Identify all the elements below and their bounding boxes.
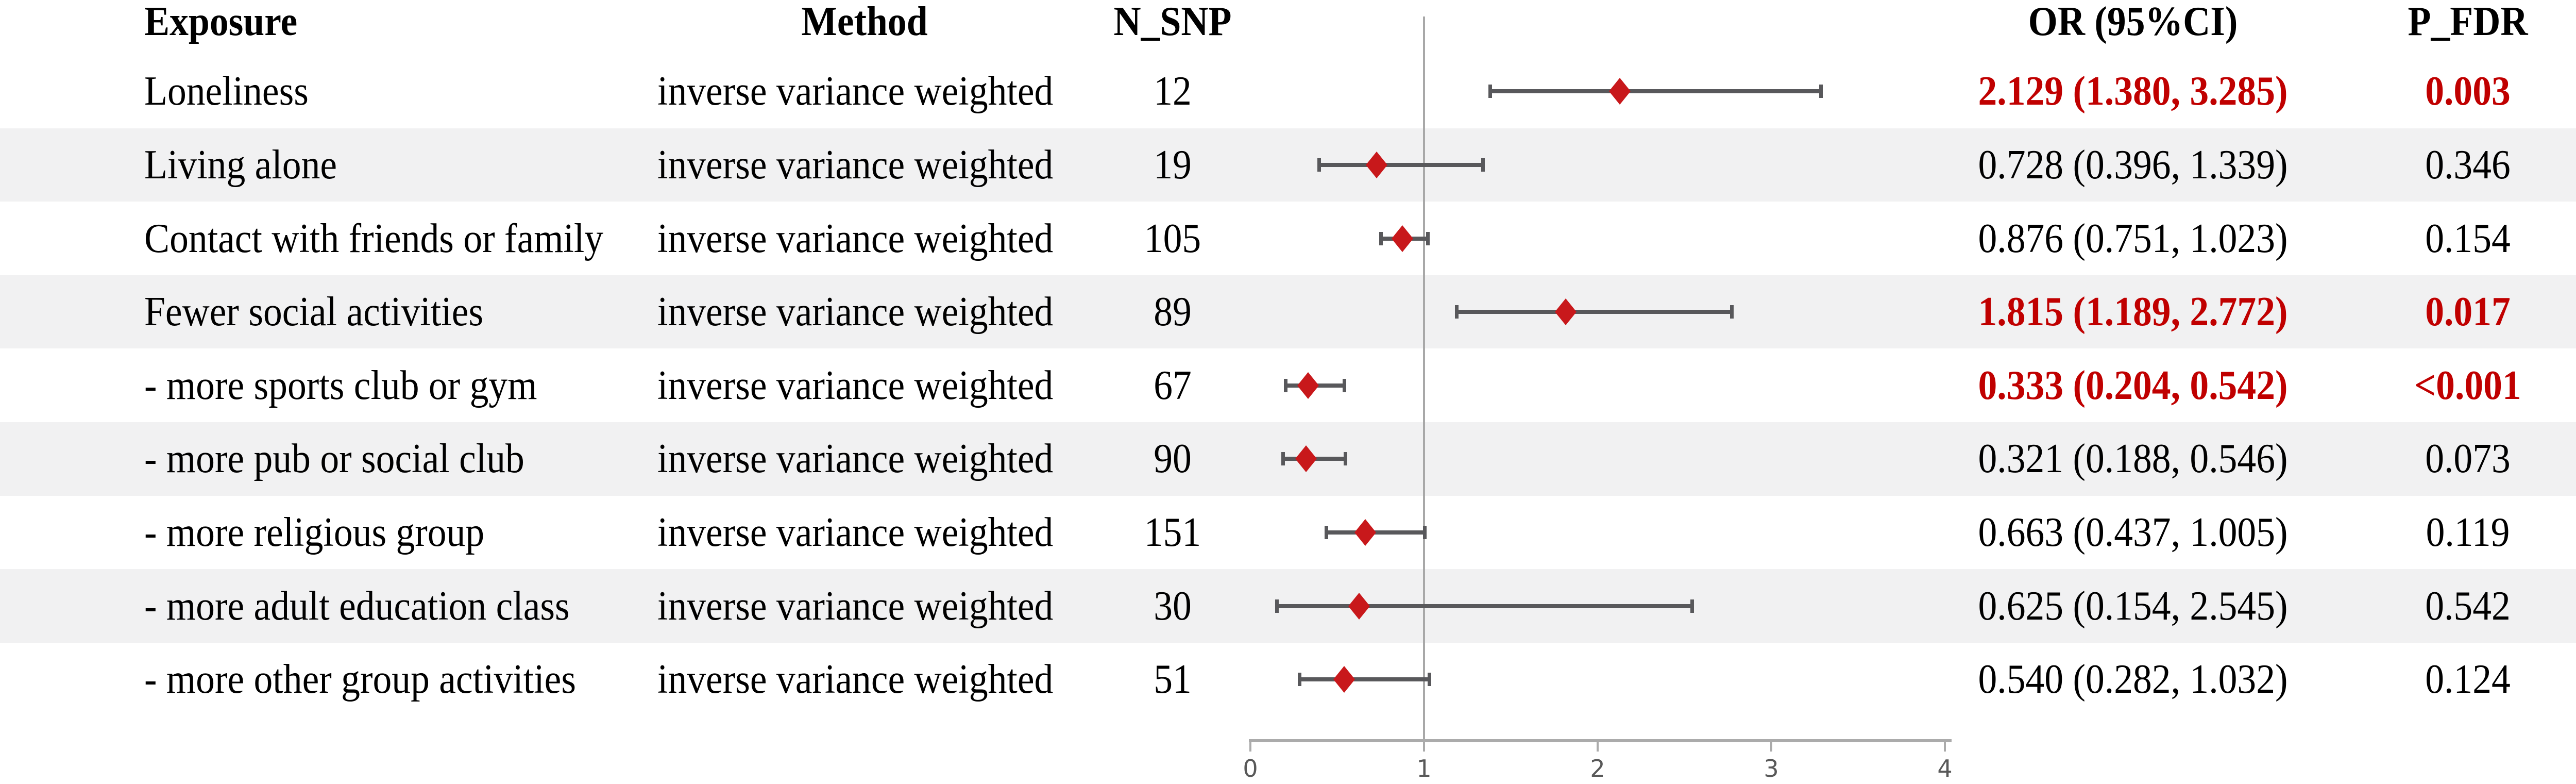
n-snp-cell: 67 [1154, 362, 1192, 408]
exposure-cell: - more religious group [144, 509, 485, 555]
or-diamond [1348, 592, 1370, 620]
exposure-cell: Contact with friends or family [144, 215, 604, 261]
or-diamond [1554, 298, 1577, 326]
p-fdr-cell: 0.154 [2425, 215, 2511, 261]
ci-cap-right [1690, 599, 1694, 613]
n-snp-cell: 105 [1144, 215, 1201, 261]
ci-cap-right [1819, 85, 1823, 98]
or-ci-cell: 0.876 (0.751, 1.023) [1978, 215, 2288, 261]
x-axis-tick-label: 1 [1416, 755, 1432, 782]
column-header-exposure: Exposure [144, 0, 298, 44]
column-header-p-fdr: P_FDR [2408, 0, 2528, 44]
x-axis-tick-label: 2 [1590, 755, 1605, 782]
x-axis-tick-label: 4 [1937, 755, 1953, 782]
exposure-cell: Loneliness [144, 69, 309, 114]
or-diamond [1333, 666, 1355, 693]
ci-cap-left [1379, 231, 1383, 245]
x-axis-tick [1597, 739, 1599, 752]
p-fdr-cell: 0.003 [2425, 69, 2511, 114]
or-ci-cell: 0.540 (0.282, 1.032) [1978, 657, 2288, 703]
p-fdr-cell: 0.346 [2425, 142, 2511, 188]
ci-bar [1319, 162, 1483, 167]
ci-cap-left [1455, 305, 1459, 319]
or-diamond [1366, 151, 1388, 178]
n-snp-cell: 90 [1154, 436, 1192, 482]
exposure-cell: - more adult education class [144, 583, 570, 629]
ci-cap-left [1324, 525, 1328, 539]
ci-cap-right [1730, 305, 1734, 319]
or-diamond [1297, 372, 1319, 399]
or-ci-cell: 1.815 (1.189, 2.772) [1978, 289, 2288, 335]
p-fdr-cell: 0.017 [2425, 289, 2511, 335]
p-fdr-cell: 0.542 [2425, 583, 2511, 629]
n-snp-cell: 151 [1144, 509, 1201, 555]
x-axis-tick-label: 3 [1764, 755, 1779, 782]
ci-cap-left [1284, 378, 1288, 392]
n-snp-cell: 30 [1154, 583, 1192, 629]
n-snp-cell: 89 [1154, 289, 1192, 335]
n-snp-cell: 12 [1154, 69, 1192, 114]
or-diamond [1609, 78, 1631, 105]
ci-cap-right [1343, 452, 1347, 466]
method-cell: inverse variance weighted [657, 583, 1054, 629]
p-fdr-cell: 0.124 [2425, 657, 2511, 703]
method-cell: inverse variance weighted [657, 215, 1054, 261]
exposure-cell: Fewer social activities [144, 289, 484, 335]
or-diamond [1354, 519, 1377, 546]
or-diamond [1392, 225, 1414, 252]
column-header-or-ci: OR (95%CI) [2028, 0, 2238, 44]
ci-bar [1456, 310, 1732, 314]
x-axis-tick [1423, 739, 1425, 752]
method-cell: inverse variance weighted [657, 436, 1054, 482]
row-stripe [0, 128, 2576, 202]
x-axis-line [1249, 739, 1952, 742]
exposure-cell: - more other group activities [144, 657, 576, 703]
column-header-n-snp: N_SNP [1113, 0, 1232, 44]
or-diamond [1295, 445, 1317, 473]
x-axis-tick [1944, 739, 1946, 752]
method-cell: inverse variance weighted [657, 362, 1054, 408]
ci-cap-right [1426, 231, 1430, 245]
or-ci-cell: 0.663 (0.437, 1.005) [1978, 509, 2288, 555]
method-cell: inverse variance weighted [657, 69, 1054, 114]
column-header-method: Method [801, 0, 928, 44]
p-fdr-cell: 0.073 [2425, 436, 2511, 482]
ci-cap-left [1297, 673, 1301, 687]
or-ci-cell: 2.129 (1.380, 3.285) [1978, 69, 2288, 114]
or-ci-cell: 0.333 (0.204, 0.542) [1978, 362, 2288, 408]
or-ci-cell: 0.728 (0.396, 1.339) [1978, 142, 2288, 188]
x-axis-tick [1249, 739, 1251, 752]
or-ci-cell: 0.625 (0.154, 2.545) [1978, 583, 2288, 629]
exposure-cell: - more pub or social club [144, 436, 524, 482]
method-cell: inverse variance weighted [657, 657, 1054, 703]
exposure-cell: Living alone [144, 142, 337, 188]
ci-cap-left [1317, 158, 1321, 172]
row-stripe [0, 275, 2576, 349]
ci-bar [1490, 89, 1821, 94]
reference-line [1423, 16, 1425, 739]
ci-cap-left [1281, 452, 1285, 466]
method-cell: inverse variance weighted [657, 289, 1054, 335]
x-axis-tick-label: 0 [1243, 755, 1258, 782]
n-snp-cell: 51 [1154, 657, 1192, 703]
p-fdr-cell: <0.001 [2414, 362, 2521, 408]
p-fdr-cell: 0.119 [2426, 509, 2510, 555]
or-ci-cell: 0.321 (0.188, 0.546) [1978, 436, 2288, 482]
ci-cap-right [1423, 525, 1427, 539]
ci-bar [1277, 604, 1692, 608]
n-snp-cell: 19 [1154, 142, 1192, 188]
ci-cap-right [1428, 673, 1432, 687]
ci-cap-left [1275, 599, 1279, 613]
exposure-cell: - more sports club or gym [144, 362, 537, 408]
ci-cap-right [1343, 378, 1347, 392]
method-cell: inverse variance weighted [657, 509, 1054, 555]
x-axis-tick [1770, 739, 1772, 752]
ci-cap-right [1481, 158, 1485, 172]
ci-bar [1299, 677, 1430, 682]
method-cell: inverse variance weighted [657, 142, 1054, 188]
ci-cap-left [1488, 85, 1492, 98]
